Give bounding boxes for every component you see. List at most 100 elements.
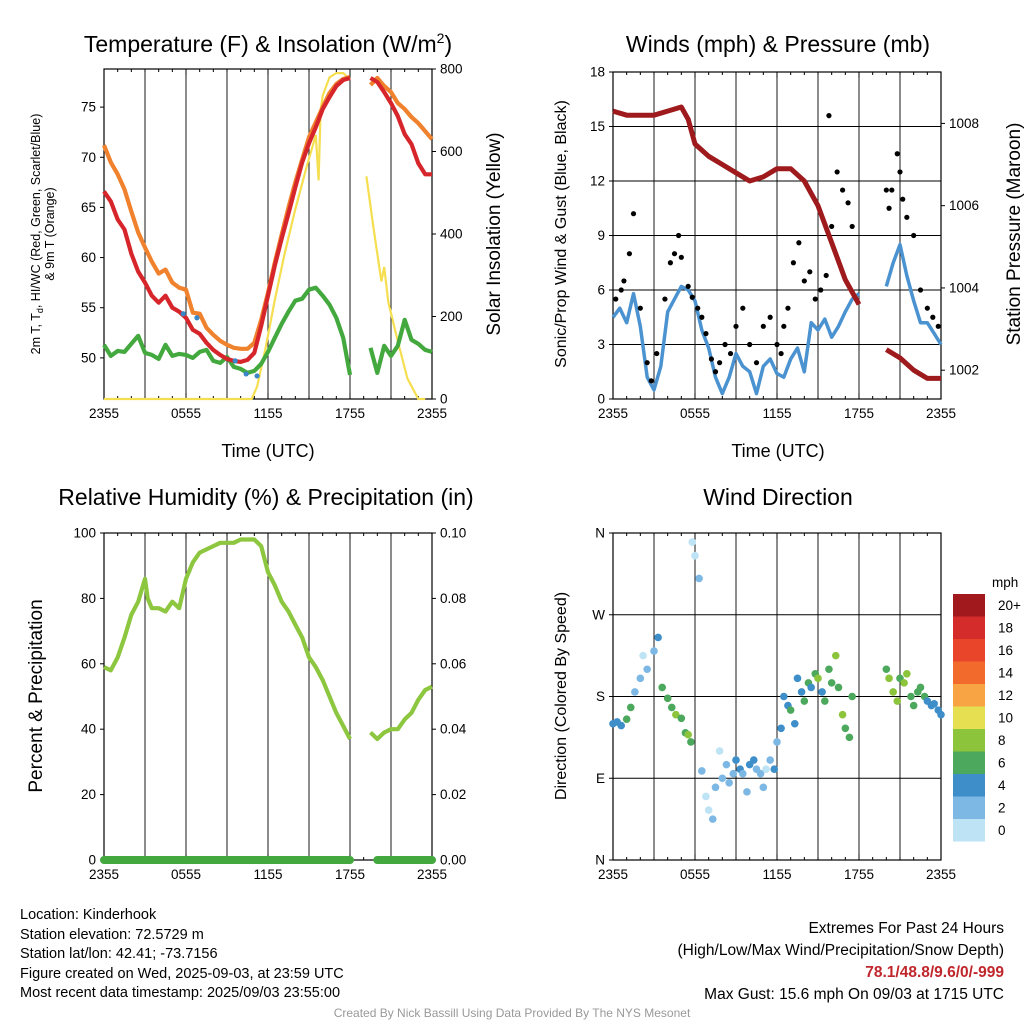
y-tick-label: 65: [81, 200, 96, 215]
direction-point: [695, 574, 703, 583]
direction-point: [702, 792, 710, 801]
gust-point: [644, 360, 650, 366]
chart-title-wind-direction: Wind Direction: [703, 484, 853, 510]
direction-point: [834, 683, 843, 692]
gust-point: [717, 360, 723, 366]
gust-point: [826, 113, 832, 119]
x-tick-label: 2355: [89, 867, 119, 882]
gust-point: [630, 211, 637, 217]
gust-point: [818, 287, 824, 293]
station-elevation: Station elevation: 72.5729 m: [20, 926, 204, 943]
series-rh: [103, 537, 433, 742]
windchill-point: [243, 371, 249, 377]
gust-point: [753, 360, 760, 366]
x-axis-label: Time (UTC): [221, 441, 314, 461]
gust-point: [699, 314, 705, 320]
extremes-panel: Extremes For Past 24 Hours (High/Low/Max…: [678, 918, 1005, 1006]
x-tick-label: 1755: [844, 867, 874, 882]
direction-point: [672, 710, 680, 719]
y-axis-label-direction: Direction (Colored By Speed): [553, 592, 570, 800]
y-tick-label: 100: [73, 526, 96, 541]
direction-point: [845, 733, 854, 742]
gust-point: [678, 254, 684, 260]
legend-label: 2: [998, 801, 1006, 816]
legend-label: 14: [998, 666, 1014, 681]
y-tick-label: 60: [81, 250, 96, 265]
y-tick-label: S: [596, 689, 605, 704]
x-tick-label: 1755: [844, 406, 874, 421]
direction-point: [766, 756, 774, 764]
direction-point: [916, 683, 925, 692]
y2-tick-label: 1008: [949, 116, 979, 131]
direction-point: [743, 788, 751, 796]
y2-tick-label: 1002: [949, 363, 979, 378]
gust-point: [889, 187, 895, 193]
direction-point: [807, 683, 815, 692]
y2-tick-label: 600: [440, 144, 463, 159]
gust-point: [778, 350, 784, 357]
y2-tick-label: 0.10: [440, 526, 466, 541]
gust-point: [785, 305, 791, 311]
gust-point: [823, 272, 829, 279]
direction-point: [770, 765, 779, 773]
x-tick-label: 1155: [253, 867, 282, 882]
gust-point: [829, 223, 835, 230]
direction-point: [622, 715, 631, 724]
legend-swatch: [953, 616, 985, 639]
gust-point: [840, 187, 846, 193]
credit-line: Created By Nick Bassill Using Data Provi…: [333, 1006, 691, 1020]
direction-point: [937, 710, 945, 719]
y-tick-label: 15: [590, 119, 605, 134]
windchill-point: [254, 373, 260, 379]
direction-point: [688, 538, 697, 546]
legend-swatch: [953, 819, 985, 842]
direction-point: [909, 701, 918, 710]
x-tick-label: 1755: [335, 867, 365, 882]
gust-point: [849, 223, 855, 230]
gust-point: [747, 341, 753, 348]
gust-point: [733, 323, 739, 329]
y-tick-label: W: [592, 607, 605, 622]
gust-point: [845, 200, 851, 206]
gust-point: [883, 187, 889, 193]
x-tick-label: 2355: [926, 406, 956, 421]
gust-point: [935, 323, 941, 329]
gust-point: [767, 314, 773, 320]
y2-tick-label: 1006: [949, 198, 979, 213]
station-latlon: Station lat/lon: 42.41; -73.7156: [20, 946, 218, 962]
legend-swatch: [953, 594, 985, 617]
x-axis-label: Time (UTC): [731, 441, 824, 461]
direction-point: [654, 633, 662, 642]
y-tick-label: 80: [81, 591, 96, 606]
gust-point: [671, 251, 678, 257]
x-tick-label: 1155: [253, 406, 282, 421]
y2-tick-label: 0.00: [440, 853, 466, 868]
gust-point: [703, 331, 709, 337]
direction-point: [831, 651, 840, 660]
y-tick-label: 0: [597, 392, 605, 407]
gust-point: [613, 296, 619, 302]
legend-label: 0: [998, 823, 1006, 838]
x-tick-label: 2355: [598, 867, 628, 882]
x-tick-label: 0555: [680, 867, 710, 882]
station-info: Location: Kinderhook Station elevation: …: [20, 906, 344, 1004]
legend-label: 12: [998, 688, 1013, 703]
gust-point: [900, 196, 906, 202]
legend-label: 18: [998, 621, 1013, 636]
y-tick-label: 3: [597, 337, 605, 352]
y-tick-label: 18: [590, 65, 605, 80]
direction-point: [800, 697, 809, 705]
legend-swatch: [953, 796, 985, 819]
chart-title-temperature: Temperature (F) & Insolation (W/m2): [84, 30, 452, 57]
y-tick-label: N: [595, 526, 605, 541]
gust-point: [894, 151, 900, 157]
direction-point: [715, 747, 724, 755]
legend-swatch: [953, 661, 985, 684]
windchill-point: [194, 315, 200, 321]
max-gust: Max Gust: 15.6 mph On 09/03 at 1715 UTC: [704, 986, 1004, 1003]
direction-point: [677, 714, 686, 723]
direction-point: [848, 692, 856, 701]
direction-point: [708, 815, 717, 823]
x-tick-label: 1155: [762, 867, 791, 882]
direction-point: [617, 721, 625, 730]
